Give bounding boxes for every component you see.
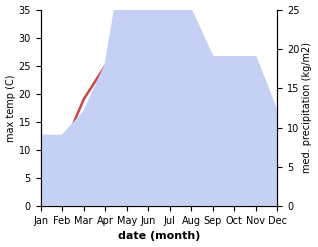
Y-axis label: med. precipitation (kg/m2): med. precipitation (kg/m2)	[302, 42, 313, 173]
Y-axis label: max temp (C): max temp (C)	[5, 74, 16, 142]
X-axis label: date (month): date (month)	[118, 231, 200, 242]
